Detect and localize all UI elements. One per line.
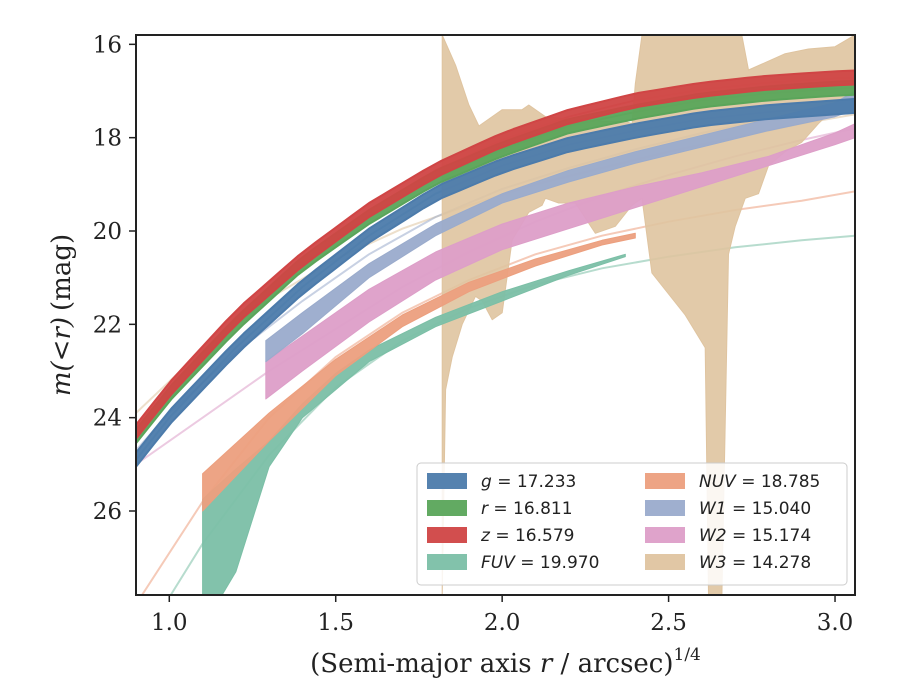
- legend-swatch-nuv: [645, 473, 685, 489]
- legend-swatch-w2: [645, 527, 685, 543]
- legend-swatch-w3: [645, 554, 685, 570]
- profile-band-w1: [265, 90, 855, 363]
- y-tick-label: 26: [93, 499, 122, 525]
- x-tick-label: 1.0: [151, 610, 188, 636]
- legend-label-z: z = 16.579: [480, 526, 574, 546]
- legend-label-g: g = 17.233: [481, 472, 576, 492]
- legend-swatch-w1: [645, 500, 685, 516]
- legend-box: [416, 462, 848, 586]
- x-axis-label-exponent: 1/4: [674, 645, 701, 665]
- x-tick-label: 3.0: [817, 610, 854, 636]
- legend-label-w3: W3 = 14.278: [699, 553, 811, 573]
- legend-label-w1: W1 = 15.040: [699, 499, 811, 519]
- x-axis-label-var: r: [540, 649, 554, 679]
- legend-label-w2: W2 = 15.174: [699, 526, 811, 546]
- legend-label-nuv: NUV = 18.785: [699, 472, 820, 492]
- plot-frame: [135, 34, 856, 596]
- plot-area: [136, 35, 855, 595]
- x-axis: 1.0 1.5 2.0 2.5 3.0: [151, 595, 853, 636]
- profile-band-nuv: [202, 232, 636, 512]
- x-axis-label-pre: (Semi-major axis: [310, 649, 540, 679]
- y-axis-label-math: m(<r): [47, 317, 77, 396]
- y-tick-label: 16: [93, 32, 122, 58]
- legend-label-fuv: FUV = 19.970: [481, 553, 599, 573]
- y-axis: 16 18 20 22 24 26: [93, 32, 136, 525]
- x-tick-label: 2.5: [650, 610, 687, 636]
- y-tick-label: 22: [93, 312, 122, 338]
- y-tick-label: 20: [93, 219, 122, 245]
- legend-swatch-fuv: [427, 554, 467, 570]
- y-axis-label-unit: (mag): [47, 234, 77, 311]
- profile-band-g: [136, 97, 855, 468]
- y-axis-label: m(<r) (mag): [47, 234, 77, 396]
- x-tick-label: 1.5: [317, 610, 354, 636]
- profile-band-w2: [265, 123, 855, 400]
- y-tick-label: 18: [93, 126, 122, 152]
- legend-swatch-z: [427, 527, 467, 543]
- legend: g = 17.233 r = 16.811 z = 16.579 FUV = 19.9…: [416, 462, 848, 586]
- profile-band-z: [136, 69, 855, 440]
- legend-swatch-r: [427, 500, 467, 516]
- legend-swatch-g: [427, 473, 467, 489]
- legend-label-r: r = 16.811: [481, 499, 573, 519]
- x-axis-label: (Semi-major axis r / arcsec)1/4: [310, 645, 701, 679]
- x-tick-label: 2.0: [484, 610, 521, 636]
- x-axis-label-post: / arcsec): [552, 649, 673, 679]
- y-tick-label: 24: [93, 406, 122, 432]
